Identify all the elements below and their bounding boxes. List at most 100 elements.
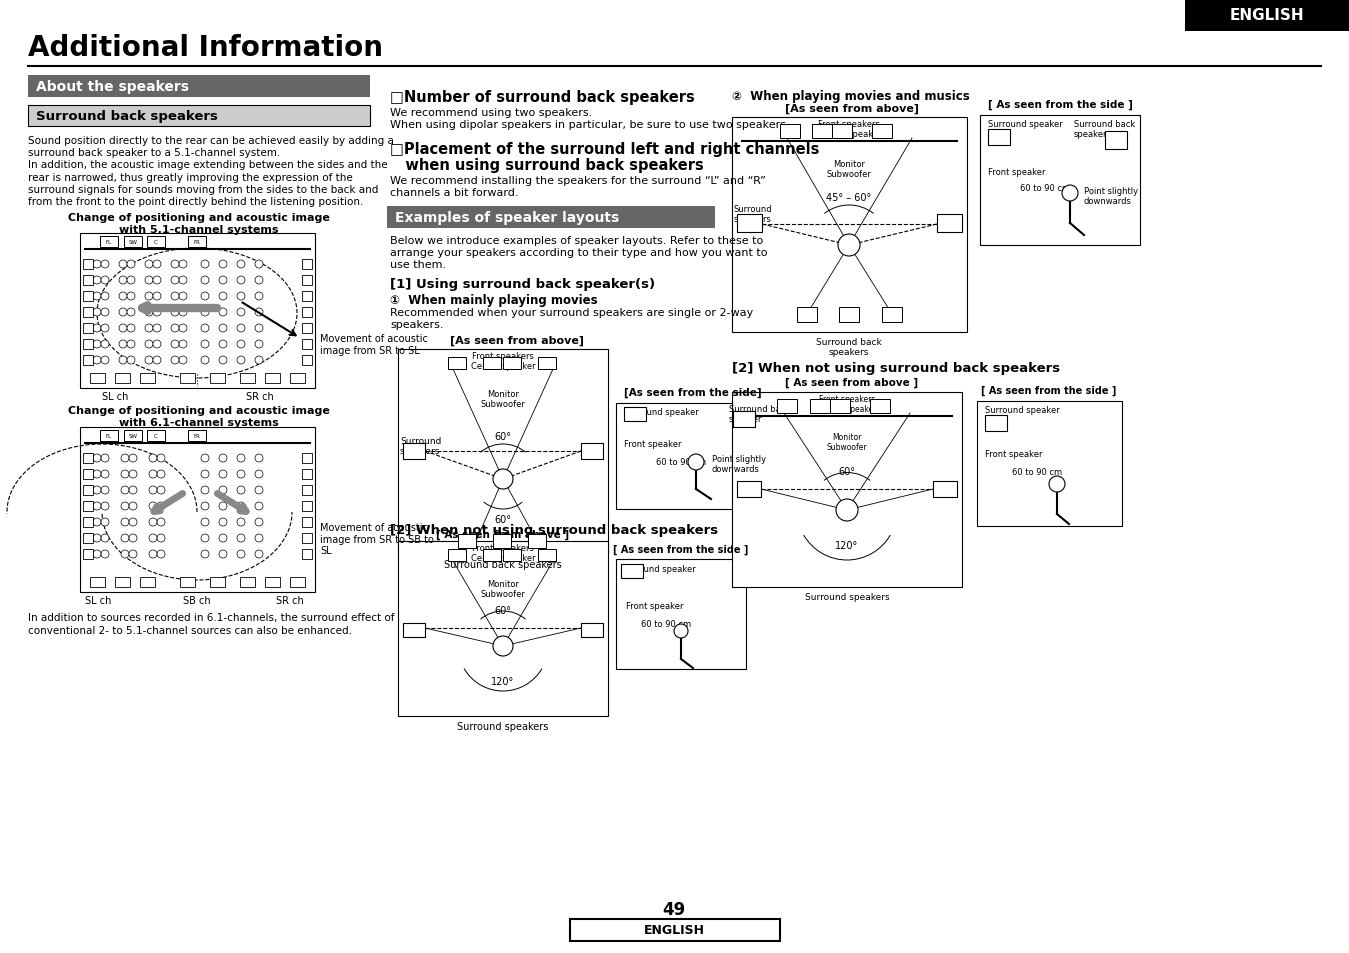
Circle shape bbox=[219, 455, 227, 462]
Bar bbox=[387, 207, 715, 229]
Circle shape bbox=[148, 551, 156, 558]
Bar bbox=[616, 403, 772, 510]
Text: FR: FR bbox=[193, 434, 201, 438]
Bar bbox=[403, 443, 425, 459]
Text: [As seen from above]: [As seen from above] bbox=[451, 335, 584, 346]
Circle shape bbox=[237, 551, 246, 558]
Circle shape bbox=[93, 309, 101, 316]
Circle shape bbox=[152, 261, 161, 269]
Text: 60 to 90 cm: 60 to 90 cm bbox=[1020, 184, 1070, 193]
Text: We recommend using two speakers.: We recommend using two speakers. bbox=[390, 108, 592, 118]
Circle shape bbox=[130, 535, 138, 542]
Circle shape bbox=[201, 356, 209, 365]
Circle shape bbox=[179, 340, 188, 349]
Bar bbox=[290, 374, 305, 384]
Text: Front speakers
Center speaker: Front speakers Center speaker bbox=[816, 120, 881, 139]
Circle shape bbox=[144, 309, 152, 316]
Circle shape bbox=[201, 551, 209, 558]
Circle shape bbox=[152, 276, 161, 285]
Bar bbox=[147, 431, 165, 441]
Circle shape bbox=[237, 502, 246, 511]
Circle shape bbox=[156, 518, 165, 526]
Circle shape bbox=[219, 535, 227, 542]
Circle shape bbox=[201, 535, 209, 542]
Bar bbox=[84, 339, 93, 350]
Circle shape bbox=[255, 535, 263, 542]
Bar bbox=[448, 357, 465, 370]
Circle shape bbox=[201, 293, 209, 301]
Circle shape bbox=[156, 471, 165, 478]
Circle shape bbox=[1062, 186, 1078, 202]
Circle shape bbox=[148, 471, 156, 478]
Text: About the speakers: About the speakers bbox=[36, 80, 189, 94]
Circle shape bbox=[237, 535, 246, 542]
Bar bbox=[985, 416, 1006, 432]
Circle shape bbox=[144, 293, 152, 301]
Circle shape bbox=[156, 502, 165, 511]
Text: speakers.: speakers. bbox=[390, 319, 444, 330]
Circle shape bbox=[219, 293, 227, 301]
Bar bbox=[581, 443, 603, 459]
Circle shape bbox=[127, 261, 135, 269]
Bar bbox=[733, 393, 962, 587]
Bar bbox=[302, 550, 312, 559]
Text: Front speaker: Front speaker bbox=[625, 439, 681, 449]
Circle shape bbox=[171, 340, 179, 349]
Circle shape bbox=[179, 276, 188, 285]
Circle shape bbox=[171, 261, 179, 269]
Circle shape bbox=[179, 309, 188, 316]
Bar bbox=[115, 578, 130, 587]
Circle shape bbox=[255, 325, 263, 333]
Circle shape bbox=[93, 455, 101, 462]
Bar bbox=[188, 236, 206, 248]
Text: Front speaker: Front speaker bbox=[985, 450, 1043, 458]
Circle shape bbox=[179, 356, 188, 365]
Circle shape bbox=[127, 293, 135, 301]
Text: Front speakers
Center speaker: Front speakers Center speaker bbox=[471, 543, 536, 563]
Circle shape bbox=[119, 261, 127, 269]
Circle shape bbox=[201, 502, 209, 511]
Text: In addition to sources recorded in 6.1-channels, the surround effect of: In addition to sources recorded in 6.1-c… bbox=[28, 613, 394, 622]
Bar bbox=[503, 550, 521, 561]
Bar bbox=[625, 408, 646, 421]
Circle shape bbox=[144, 340, 152, 349]
Text: Monitor
Subwoofer: Monitor Subwoofer bbox=[480, 390, 526, 409]
Circle shape bbox=[152, 340, 161, 349]
Bar bbox=[979, 116, 1140, 246]
Text: [ As seen from the side ]: [ As seen from the side ] bbox=[614, 544, 749, 555]
Text: SB ch: SB ch bbox=[183, 596, 210, 605]
Circle shape bbox=[121, 502, 130, 511]
Circle shape bbox=[130, 551, 138, 558]
Text: Additional Information: Additional Information bbox=[28, 34, 383, 62]
Bar bbox=[870, 399, 890, 414]
Circle shape bbox=[130, 518, 138, 526]
Bar bbox=[210, 374, 225, 384]
Bar bbox=[28, 106, 370, 127]
Bar bbox=[240, 578, 255, 587]
Bar bbox=[780, 125, 800, 139]
Text: SW: SW bbox=[128, 240, 138, 245]
Circle shape bbox=[255, 486, 263, 495]
Circle shape bbox=[179, 325, 188, 333]
Circle shape bbox=[148, 518, 156, 526]
Circle shape bbox=[101, 518, 109, 526]
Bar bbox=[84, 355, 93, 366]
Text: SR ch: SR ch bbox=[246, 392, 274, 401]
Bar bbox=[871, 125, 892, 139]
Circle shape bbox=[156, 455, 165, 462]
Circle shape bbox=[101, 276, 109, 285]
Bar bbox=[84, 470, 93, 479]
Circle shape bbox=[101, 325, 109, 333]
Bar bbox=[1184, 0, 1349, 32]
Circle shape bbox=[237, 293, 246, 301]
Circle shape bbox=[219, 486, 227, 495]
Text: ②  When playing movies and musics: ② When playing movies and musics bbox=[733, 90, 970, 103]
Bar bbox=[264, 578, 281, 587]
Circle shape bbox=[201, 261, 209, 269]
Circle shape bbox=[171, 293, 179, 301]
Circle shape bbox=[201, 455, 209, 462]
Bar bbox=[571, 919, 780, 941]
Circle shape bbox=[101, 471, 109, 478]
Circle shape bbox=[121, 486, 130, 495]
Circle shape bbox=[130, 486, 138, 495]
